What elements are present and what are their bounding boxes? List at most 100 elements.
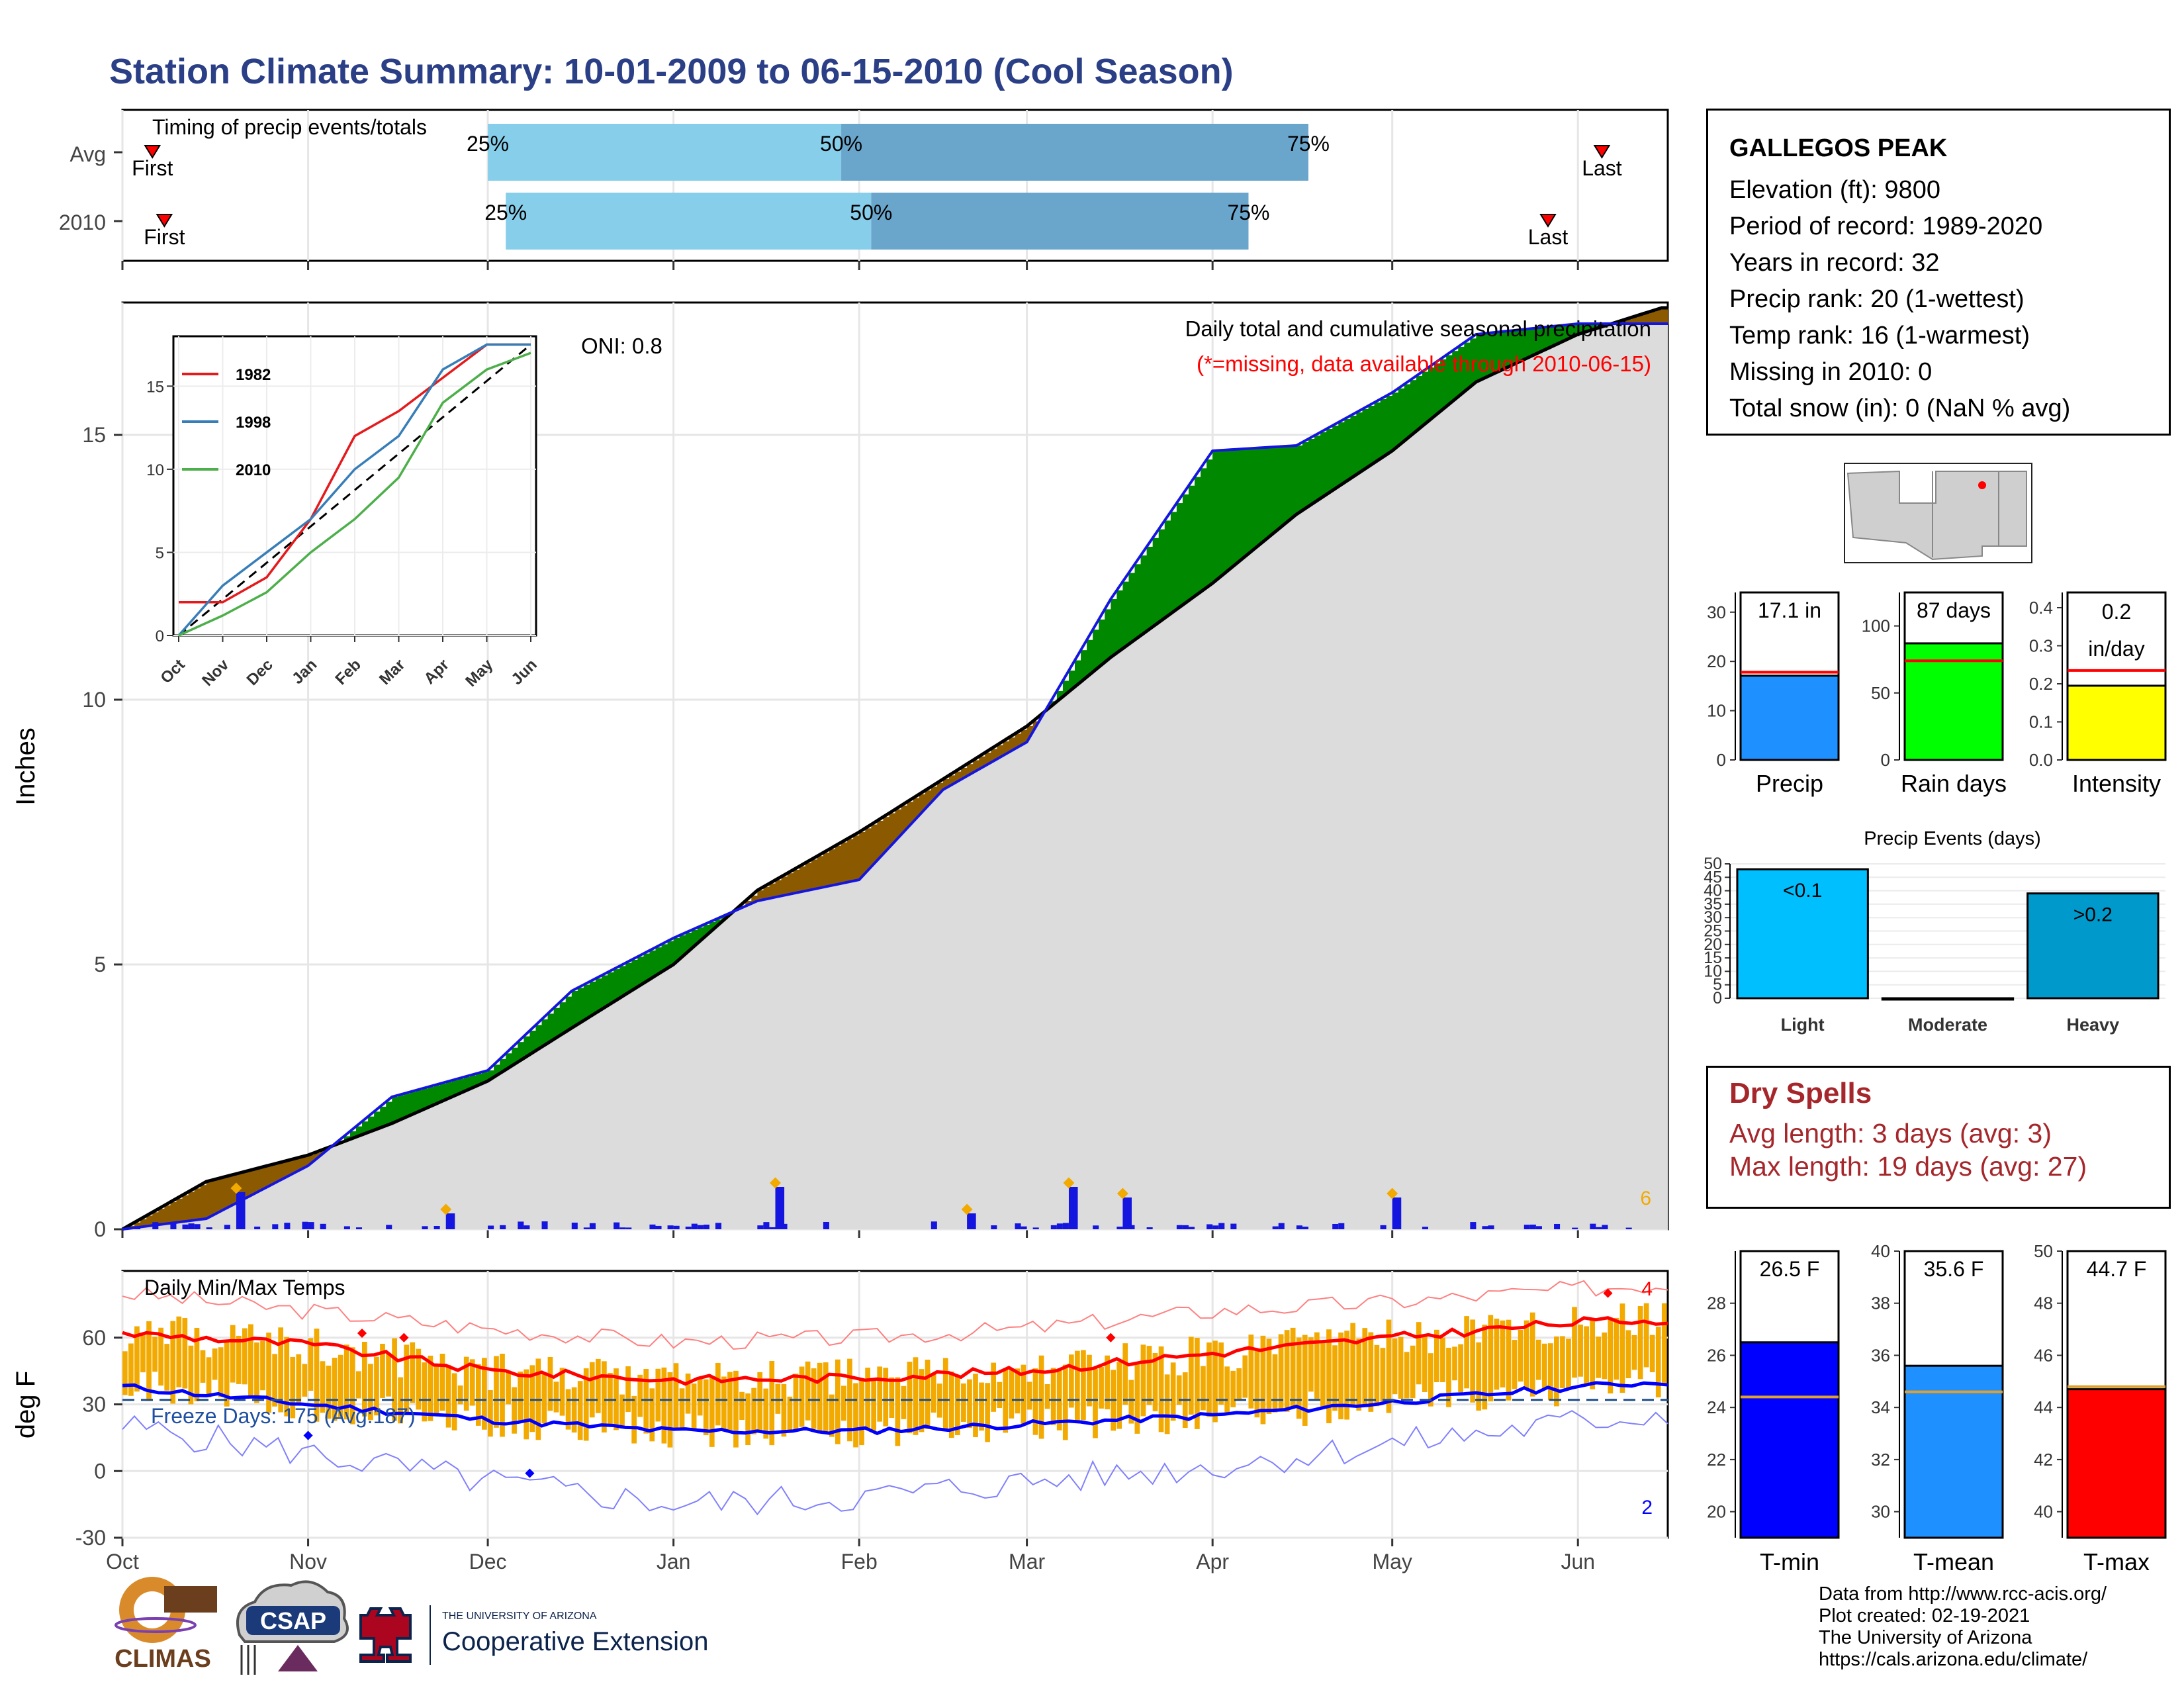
precip-diff-fill [272, 1164, 279, 1185]
last-marker [1539, 214, 1557, 228]
daily-precip-bar [823, 1221, 829, 1229]
daily-temp-bar [386, 1354, 391, 1397]
daily-precip-bar [433, 1226, 440, 1229]
daily-precip-bar [1218, 1223, 1225, 1229]
daily-precip-bar [284, 1223, 291, 1229]
precip-diff-fill [1021, 729, 1028, 746]
daily-temp-bar [925, 1360, 931, 1429]
events-bar-label: <0.1 [1783, 880, 1822, 902]
precip-diff-fill [608, 972, 614, 1006]
daily-precip-marker [770, 1177, 781, 1189]
events-bar [1881, 997, 2015, 1001]
daily-temp-bar [1026, 1382, 1032, 1410]
precip-diff-fill [523, 1036, 531, 1058]
precip-diff-fill [242, 1172, 249, 1200]
precip-diff-fill [134, 1222, 141, 1228]
daily-temp-bar [1649, 1335, 1655, 1372]
precip-diff-fill [1362, 409, 1369, 471]
daily-precip-bar [715, 1223, 722, 1229]
daily-temp-bar [1116, 1362, 1122, 1429]
daily-temp-bar [667, 1372, 673, 1448]
precip-diff-fill [967, 764, 974, 776]
first-label: First [144, 225, 185, 249]
precip-diff-fill [1272, 447, 1279, 534]
daily-precip-marker [1063, 1177, 1075, 1189]
daily-temp-bar [1518, 1329, 1524, 1382]
daily-temp-bar [739, 1391, 745, 1420]
temp-summary-ytick-label: 48 [2034, 1293, 2053, 1313]
daily-temp-bar [577, 1381, 583, 1440]
daily-temp-bar [973, 1374, 978, 1438]
daily-temp-bar [871, 1380, 876, 1431]
dry-spells-avg: Avg length: 3 days (avg: 3) [1729, 1118, 2052, 1149]
daily-temp-bar [602, 1361, 607, 1432]
summary-ytick-label: 0.0 [2029, 750, 2053, 770]
summary-ytick-label: 10 [1707, 701, 1726, 721]
timing-panel: 25% 50% 75% First Last 25% 50% 75% First Last Tim… [59, 109, 1669, 270]
inset-series-line [179, 343, 531, 604]
precip-diff-fill [164, 1205, 171, 1224]
daily-precip-bar [1206, 1224, 1213, 1229]
temp-summary-ytick-label: 32 [1871, 1450, 1890, 1470]
precip-events-chart: Precip Events (days) 0510152025303540455… [1704, 828, 2165, 1035]
temp-panel-title: Daily Min/Max Temps [144, 1276, 345, 1299]
daily-precip-bar [1056, 1223, 1063, 1229]
daily-temp-bar [134, 1326, 140, 1392]
precip-diff-fill [1535, 328, 1543, 354]
inset-series-line [177, 343, 531, 637]
precip-diff-fill [697, 927, 704, 943]
daily-temp-bar [1009, 1370, 1015, 1419]
daily-temp-bar [1446, 1348, 1451, 1407]
daily-temp-bar [1021, 1364, 1026, 1424]
precip-diff-fill [1164, 520, 1171, 618]
precip-diff-fill [1356, 412, 1363, 475]
daily-temp-bar [463, 1356, 469, 1411]
timing-panel-title: Timing of precip events/totals [152, 115, 427, 139]
daily-precip-bar [703, 1225, 709, 1229]
daily-temp-bar [787, 1396, 793, 1433]
events-category-label: Heavy [2067, 1015, 2120, 1035]
summary-category-label: Precip [1756, 770, 1823, 797]
precip-diff-fill [619, 966, 626, 998]
daily-temp-bar [961, 1383, 966, 1422]
daily-temp-bar [451, 1373, 457, 1430]
summary-ytick-label: 0.3 [2029, 636, 2053, 656]
daily-temp-bar [733, 1370, 739, 1448]
daily-temp-bar [835, 1359, 841, 1444]
daily-temp-bar [182, 1317, 188, 1389]
precip-diff-fill [1404, 384, 1411, 442]
daily-precip-bar [1529, 1224, 1536, 1229]
daily-temp-bar [523, 1369, 529, 1440]
daily-temp-bar [1631, 1335, 1637, 1370]
events-bar [2026, 892, 2160, 1000]
precip-diff-fill [907, 802, 914, 829]
daily-temp-bar [685, 1373, 691, 1414]
daily-temp-bar [841, 1385, 846, 1421]
avg-cumulative-line [121, 306, 1668, 1231]
precip-diff-fill [1560, 325, 1567, 343]
events-title: Precip Events (days) [1864, 828, 2041, 849]
daily-precip-bar [991, 1225, 997, 1229]
ua-small-text: THE UNIVERSITY OF ARIZONA [442, 1611, 597, 1622]
daily-temp-bar [469, 1359, 475, 1406]
precip-diff-fill [1320, 432, 1327, 498]
events-ytick-label: 40 [1704, 882, 1722, 900]
precip-diff-fill [823, 853, 830, 888]
precip-diff-fill [709, 922, 716, 933]
precip-diff-fill [1584, 324, 1590, 333]
daily-precip-bar [1212, 1225, 1219, 1229]
daily-temp-bar [955, 1376, 960, 1435]
precip-diff-fill [1541, 327, 1549, 352]
daily-precip-bar [1488, 1225, 1494, 1229]
precip-diff-fill [218, 1178, 225, 1213]
daily-temp-bar [1619, 1303, 1625, 1393]
daily-temp-bar [583, 1368, 589, 1441]
summary-ytick-label: 30 [1707, 602, 1726, 622]
daily-temp-bar [1572, 1307, 1577, 1378]
daily-precip-bar [1015, 1223, 1021, 1229]
daily-temp-bar [655, 1368, 661, 1422]
daily-precip-marker [961, 1203, 973, 1215]
daily-temp-bar [1248, 1335, 1254, 1409]
precip-diff-fill [1201, 468, 1207, 592]
daily-temp-bar [506, 1370, 511, 1405]
